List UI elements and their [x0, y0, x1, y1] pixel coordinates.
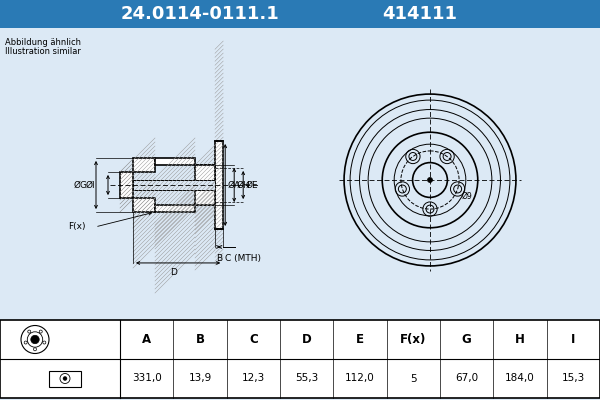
Text: A: A: [142, 333, 151, 346]
Text: I: I: [571, 333, 575, 346]
Text: G: G: [462, 333, 472, 346]
Bar: [133, 158, 155, 172]
Circle shape: [31, 335, 39, 344]
Bar: [0, 0, 600, 28]
Circle shape: [63, 376, 67, 380]
Bar: [215, 141, 223, 229]
Bar: [195, 202, 215, 205]
Text: Ø9: Ø9: [461, 192, 472, 201]
Text: C (MTH): C (MTH): [225, 254, 261, 263]
Text: 67,0: 67,0: [455, 374, 478, 384]
Text: B: B: [196, 333, 205, 346]
Text: D: D: [170, 268, 178, 277]
Bar: [155, 205, 195, 212]
Text: E: E: [356, 333, 364, 346]
Text: H: H: [515, 333, 525, 346]
Text: ØG: ØG: [74, 180, 88, 190]
Text: 55,3: 55,3: [295, 374, 318, 384]
Text: 12,3: 12,3: [242, 374, 265, 384]
Circle shape: [427, 178, 433, 182]
Text: ØH: ØH: [236, 180, 250, 190]
Text: ØE: ØE: [245, 180, 258, 190]
Bar: [133, 198, 155, 212]
Text: 414111: 414111: [383, 5, 458, 23]
Text: F(x): F(x): [68, 222, 86, 232]
Text: 24.0114-0111.1: 24.0114-0111.1: [121, 5, 280, 23]
Bar: [49, 370, 81, 386]
Text: 184,0: 184,0: [505, 374, 535, 384]
Text: ØI: ØI: [86, 180, 95, 190]
Bar: [195, 165, 215, 168]
Text: Abbildung ähnlich: Abbildung ähnlich: [5, 38, 81, 47]
Text: F(x): F(x): [400, 333, 427, 346]
Bar: [133, 180, 215, 190]
Bar: [155, 158, 195, 165]
Text: C: C: [249, 333, 258, 346]
Bar: [120, 172, 133, 198]
Text: B: B: [216, 254, 222, 263]
Text: 112,0: 112,0: [345, 374, 375, 384]
Text: 331,0: 331,0: [132, 374, 161, 384]
Text: 15,3: 15,3: [562, 374, 585, 384]
Text: Illustration similar: Illustration similar: [5, 47, 81, 56]
Bar: [0, 320, 600, 398]
Text: 13,9: 13,9: [188, 374, 212, 384]
Text: ØA: ØA: [227, 180, 241, 190]
Bar: [195, 165, 215, 205]
Text: D: D: [302, 333, 311, 346]
Text: 5: 5: [410, 374, 416, 384]
